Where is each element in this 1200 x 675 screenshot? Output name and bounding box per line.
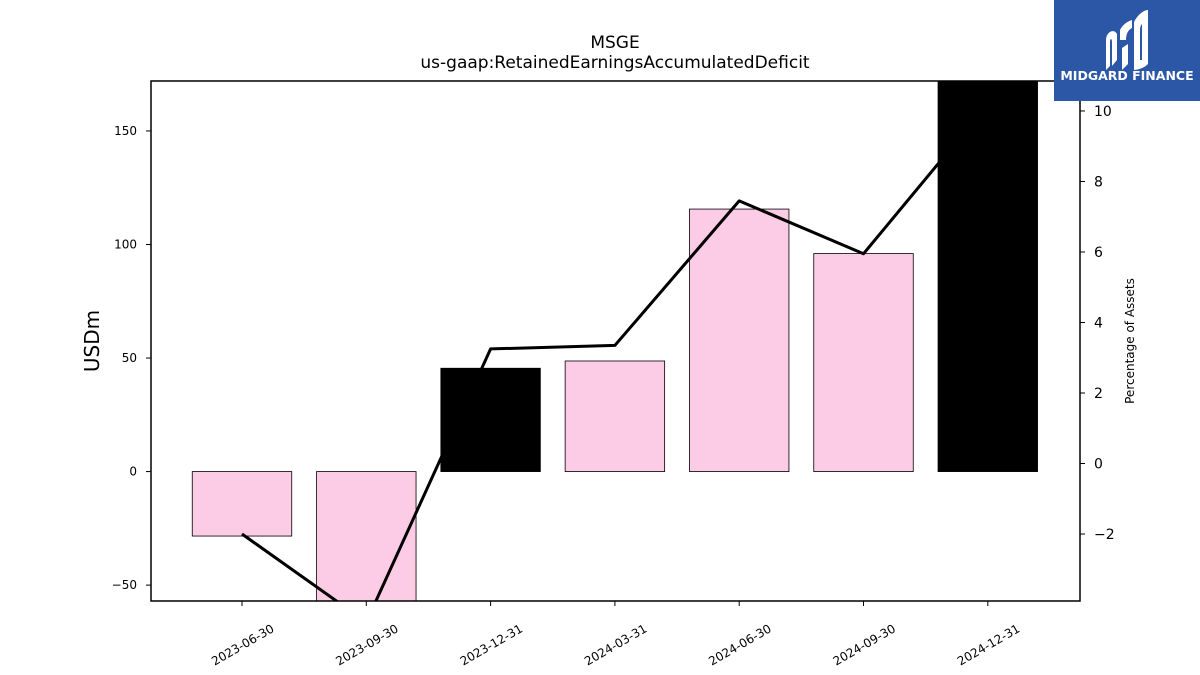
x-tick-label: 2023-06-30 xyxy=(209,621,276,668)
bar-2024-06-30 xyxy=(689,208,790,472)
chart-subtitle: us-gaap:RetainedEarningsAccumulatedDefic… xyxy=(420,53,810,73)
x-tick-label: 2024-06-30 xyxy=(706,621,773,668)
x-tick-label: 2023-09-30 xyxy=(333,621,400,668)
chart-title: MSGE xyxy=(590,33,639,53)
bar-2024-12-31 xyxy=(937,81,1038,472)
x-tick-label: 2024-03-31 xyxy=(582,621,649,668)
y2-tick-label: 0 xyxy=(1094,457,1103,473)
bar-2024-09-30 xyxy=(813,253,914,472)
y-axis-label: USDm xyxy=(80,310,104,372)
y-tick-label: 150 xyxy=(114,124,137,138)
percentage-of-assets-line xyxy=(241,102,989,601)
y-tick-label: 100 xyxy=(114,237,137,251)
y2-tick-label: 4 xyxy=(1094,315,1103,331)
y2-tick-label: 10 xyxy=(1094,104,1112,120)
bar-2024-03-31 xyxy=(564,360,666,472)
midgard-finance-logo-mark xyxy=(1106,10,1148,70)
y-tick-label: 0 xyxy=(129,465,137,479)
y2-tick-label: −2 xyxy=(1094,527,1115,543)
x-tick-label: 2024-09-30 xyxy=(831,621,898,668)
y-tick-label: 50 xyxy=(122,351,137,365)
y2-axis-label: Percentage of Assets xyxy=(1123,278,1137,404)
y2-tick-label: 8 xyxy=(1094,174,1103,190)
y-tick-label: −50 xyxy=(112,578,137,592)
y2-tick-label: 2 xyxy=(1094,386,1103,402)
x-tick-label: 2024-12-31 xyxy=(955,621,1022,668)
brand-logo: MIDGARD FINANCE xyxy=(1054,0,1200,101)
bar-2023-12-31 xyxy=(440,367,541,472)
plot-frame xyxy=(150,80,1081,602)
bar-2023-09-30 xyxy=(316,471,417,601)
y2-tick-label: 6 xyxy=(1094,245,1103,261)
bar-2023-06-30 xyxy=(191,471,293,537)
x-tick-label: 2023-12-31 xyxy=(458,621,525,668)
brand-name: MIDGARD FINANCE xyxy=(1060,68,1193,83)
